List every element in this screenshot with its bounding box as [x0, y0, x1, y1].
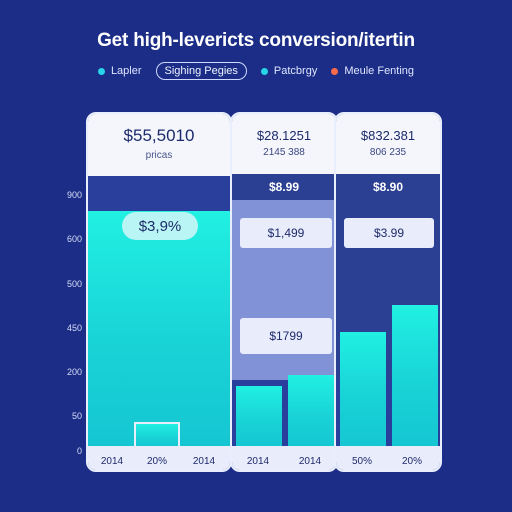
bar[interactable] [288, 375, 334, 448]
y-tick-label: 200 [66, 367, 82, 377]
panel-header-card: $28.1251 2145 388 [232, 114, 336, 174]
panel-3: $832.381 806 235 $8.90 $3.99 [334, 112, 442, 472]
legend-label: Lapler [110, 65, 142, 77]
legend-item[interactable]: Sighing Pegies [155, 62, 247, 80]
x-tick-label: 2014 [298, 456, 322, 467]
y-tick-label: 500 [66, 279, 82, 289]
percent-badge: $3,9% [122, 212, 198, 240]
bar[interactable] [340, 332, 386, 448]
bar[interactable] [134, 422, 180, 448]
category-strip [336, 446, 440, 470]
bar[interactable] [88, 211, 230, 448]
value-label: $1799 [240, 318, 332, 354]
category-strip [232, 446, 336, 470]
chart-title: Get high-levericts conversion/itertin [97, 30, 415, 51]
price-band: $8.99 [232, 174, 336, 200]
value-label: $1,499 [240, 218, 332, 248]
y-tick-label: 450 [66, 323, 82, 333]
panel-header-card: $55,5010 pricas [88, 114, 230, 176]
y-tick-label: 50 [71, 411, 82, 421]
panel-value: $832.381 [360, 128, 416, 143]
panel-value: $28.1251 [256, 128, 312, 143]
legend-item: Meule Fenting [331, 65, 414, 77]
panel-subtitle: 2145 388 [263, 147, 305, 158]
x-tick-label: 20% [401, 456, 422, 467]
price-band: $8.90 [336, 174, 440, 200]
value-label: $3.99 [344, 218, 434, 248]
y-tick-label: 600 [66, 234, 82, 244]
x-tick-label: 20% [146, 456, 167, 467]
panel-value: $55,5010 [123, 126, 195, 145]
legend: Lapler Sighing Pegies Patcbrgy Meule Fen… [0, 62, 512, 80]
legend-item: Lapler [97, 65, 142, 77]
x-tick-label: 2014 [100, 456, 124, 467]
panel-header-card: $832.381 806 235 [336, 114, 440, 174]
category-strip [88, 446, 230, 470]
legend-label: Meule Fenting [344, 65, 415, 77]
panel-subtitle: pricas [145, 150, 173, 161]
bar[interactable] [236, 386, 282, 448]
bar[interactable] [392, 305, 438, 448]
panel-2: $28.1251 2145 388 $8.99 $1,499 $1799 [230, 112, 338, 472]
y-tick-label: 0 [76, 446, 82, 456]
x-tick-label: 2014 [192, 456, 216, 467]
x-tick-label: 50% [351, 456, 372, 467]
legend-label: Patcbrgy [273, 65, 318, 77]
x-tick-label: 2014 [246, 456, 270, 467]
legend-dot-icon [97, 67, 105, 75]
legend-pill[interactable]: Sighing Pegies [155, 62, 247, 80]
panel-subtitle: 806 235 [369, 147, 407, 158]
y-tick-label: 900 [66, 190, 82, 200]
panel-1: $55,5010 pricas $3,9% [86, 112, 232, 472]
legend-item: Patcbrgy [260, 65, 318, 77]
legend-dot-icon [331, 67, 339, 75]
legend-dot-icon [260, 67, 268, 75]
